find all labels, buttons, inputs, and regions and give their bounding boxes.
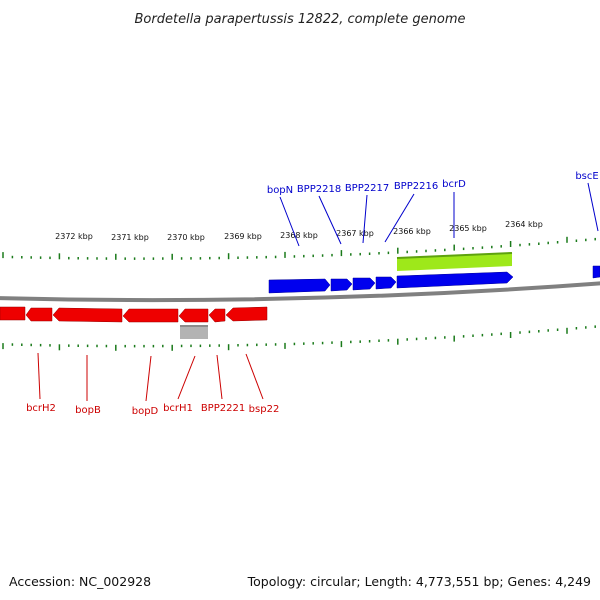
label-bcrH2[interactable]: bcrH2 bbox=[26, 403, 56, 414]
label-bopD[interactable]: bopD bbox=[132, 406, 159, 417]
gene-BPP2216[interactable] bbox=[375, 276, 397, 290]
leader-BPP2218 bbox=[318, 195, 342, 245]
scale-label-2365: 2365 kbp bbox=[449, 224, 487, 233]
leader-bcrH2 bbox=[37, 352, 41, 400]
gene-bopB[interactable] bbox=[52, 307, 123, 323]
label-bopB[interactable]: bopB bbox=[75, 405, 101, 416]
genome-backbone bbox=[0, 281, 600, 303]
scale-label-2372: 2372 kbp bbox=[55, 232, 93, 241]
feature-green-bar-edge bbox=[396, 252, 513, 259]
scale-label-2368: 2368 kbp bbox=[280, 231, 318, 240]
label-BPP2218[interactable]: BPP2218 bbox=[297, 184, 341, 195]
leader-bsp22 bbox=[245, 353, 264, 400]
leader-BPP2221 bbox=[216, 354, 223, 400]
label-bcrH1[interactable]: bcrH1 bbox=[163, 403, 193, 414]
outer-tick-ring bbox=[2, 236, 596, 260]
gene-bsp22[interactable] bbox=[225, 306, 268, 322]
forward-labels: bopN BPP2218 BPP2217 BPP2216 bcrD bscE bbox=[267, 171, 599, 196]
gene-bopN[interactable] bbox=[268, 278, 331, 294]
scale-label-2367: 2367 kbp bbox=[336, 229, 374, 238]
scale-label-2371: 2371 kbp bbox=[111, 233, 149, 242]
gene-BPP2217[interactable] bbox=[352, 277, 376, 291]
reverse-strand-genes bbox=[0, 306, 268, 339]
label-bscE[interactable]: bscE bbox=[575, 171, 598, 182]
label-bopN[interactable]: bopN bbox=[267, 185, 293, 196]
scale-label-2364: 2364 kbp bbox=[505, 220, 543, 229]
scale-label-2366: 2366 kbp bbox=[393, 227, 431, 236]
gene-BPP2221[interactable] bbox=[208, 308, 226, 323]
scale-labels: 2372 kbp 2371 kbp 2370 kbp 2369 kbp 2368… bbox=[55, 220, 543, 242]
forward-strand-genes bbox=[268, 252, 600, 294]
genome-summary-text: Topology: circular; Length: 4,773,551 bp… bbox=[247, 574, 591, 589]
label-BPP2221[interactable]: BPP2221 bbox=[201, 403, 245, 414]
reverse-label-leaders bbox=[37, 352, 264, 402]
label-bsp22[interactable]: bsp22 bbox=[249, 404, 280, 415]
gene-bcrH1[interactable] bbox=[178, 308, 209, 323]
gene-bcrH2-partial[interactable] bbox=[0, 306, 26, 321]
leader-bopD bbox=[145, 355, 152, 402]
label-BPP2216[interactable]: BPP2216 bbox=[394, 181, 438, 192]
forward-label-leaders bbox=[279, 182, 599, 247]
accession-text: Accession: NC_002928 bbox=[9, 574, 151, 589]
scale-label-2369: 2369 kbp bbox=[224, 232, 262, 241]
leader-bscE bbox=[587, 182, 599, 232]
scale-label-2370: 2370 kbp bbox=[167, 233, 205, 242]
map-title: Bordetella parapertussis 12822, complete… bbox=[135, 12, 466, 27]
gene-BPP2218[interactable] bbox=[330, 278, 353, 292]
pseudogene-bar[interactable] bbox=[180, 325, 208, 339]
leader-bcrH1 bbox=[177, 355, 196, 400]
gene-bcrH2[interactable] bbox=[25, 307, 53, 322]
inner-tick-ring bbox=[2, 325, 596, 351]
leader-BPP2216 bbox=[384, 193, 415, 243]
reverse-labels: bcrH2 bopB bopD bcrH1 BPP2221 bsp22 bbox=[26, 403, 279, 417]
gene-bcrD[interactable] bbox=[396, 271, 514, 289]
leader-bopN bbox=[279, 196, 300, 247]
label-bcrD[interactable]: bcrD bbox=[442, 179, 466, 190]
gene-bopD[interactable] bbox=[122, 308, 179, 323]
leader-BPP2217 bbox=[362, 194, 368, 244]
label-BPP2217[interactable]: BPP2217 bbox=[345, 183, 389, 194]
gene-bscE[interactable] bbox=[592, 265, 600, 279]
